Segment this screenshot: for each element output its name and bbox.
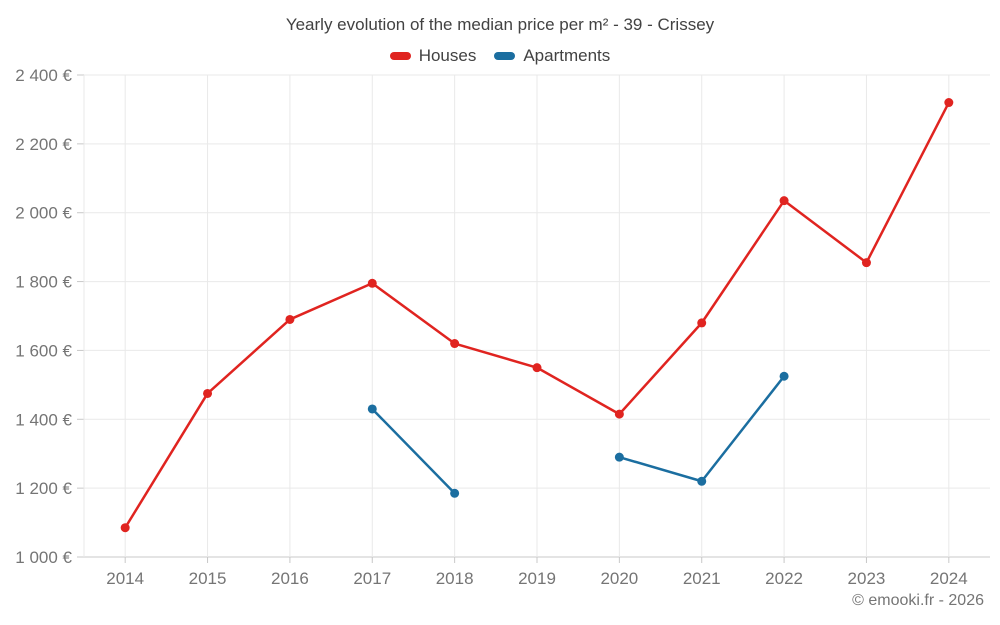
x-axis-label: 2024 (930, 569, 968, 588)
data-point-houses-2018[interactable] (450, 339, 460, 349)
x-axis-label: 2019 (518, 569, 556, 588)
legend-label: Apartments (523, 46, 611, 65)
x-axis-label: 2018 (436, 569, 474, 588)
data-point-houses-2021[interactable] (697, 318, 707, 328)
data-point-apartments-2017[interactable] (367, 404, 377, 414)
y-axis-label: 1 200 € (15, 479, 72, 498)
x-axis-label: 2015 (189, 569, 227, 588)
data-point-houses-2019[interactable] (532, 363, 542, 373)
x-axis-label: 2020 (600, 569, 638, 588)
legend-label: Houses (418, 46, 477, 65)
y-axis-label: 1 400 € (15, 410, 72, 429)
data-point-houses-2022[interactable] (779, 196, 789, 206)
data-point-apartments-2018[interactable] (450, 488, 460, 498)
y-axis-label: 1 800 € (15, 273, 72, 292)
y-axis-label: 2 200 € (15, 135, 72, 154)
data-point-houses-2024[interactable] (944, 98, 954, 108)
x-axis-label: 2021 (683, 569, 721, 588)
y-axis-label: 1 600 € (15, 341, 72, 360)
legend-item-houses[interactable]: Houses (389, 46, 477, 66)
y-axis-label: 1 000 € (15, 548, 72, 567)
series-line-apartments (371, 407, 456, 495)
x-axis-label: 2022 (765, 569, 803, 588)
legend-swatch-icon (389, 52, 411, 60)
chart-title: Yearly evolution of the median price per… (285, 15, 715, 34)
data-point-apartments-2021[interactable] (697, 476, 707, 486)
footer-credit: © emooki.fr - 2026 (852, 592, 984, 609)
data-point-apartments-2022[interactable] (779, 371, 789, 381)
y-axis-label: 2 000 € (15, 204, 72, 223)
data-point-apartments-2020[interactable] (614, 452, 624, 462)
data-point-houses-2014[interactable] (120, 523, 130, 533)
data-point-houses-2020[interactable] (614, 409, 624, 419)
x-axis-label: 2023 (848, 569, 886, 588)
data-point-houses-2023[interactable] (861, 258, 871, 268)
data-point-houses-2016[interactable] (285, 314, 295, 324)
data-point-houses-2015[interactable] (203, 388, 213, 398)
data-point-houses-2017[interactable] (367, 278, 377, 288)
y-axis-label: 2 400 € (15, 66, 72, 85)
x-axis-label: 2014 (106, 569, 144, 588)
x-axis-label: 2017 (353, 569, 391, 588)
legend-swatch-icon (494, 52, 516, 60)
chart-legend: Houses Apartments (0, 46, 1000, 66)
x-axis-label: 2016 (271, 569, 309, 588)
legend-item-apartments[interactable]: Apartments (494, 46, 610, 66)
